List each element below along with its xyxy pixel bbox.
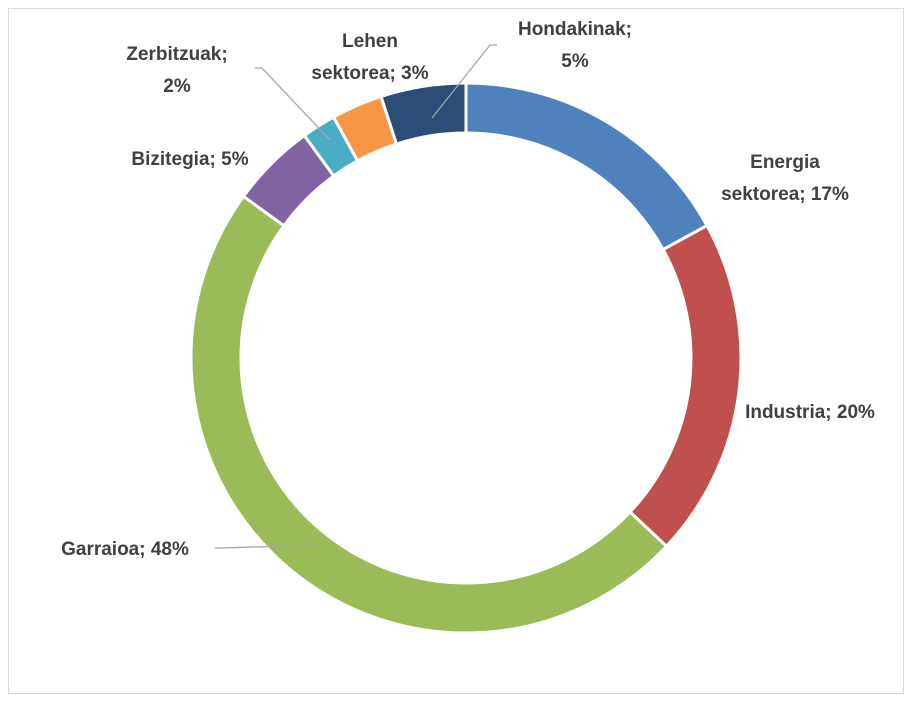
data-label: 5% [561, 51, 589, 72]
leader-line [255, 67, 331, 141]
data-label: Zerbitzuak; [126, 44, 227, 65]
data-label: Lehen [342, 31, 398, 52]
data-label: Industria; 20% [745, 402, 875, 423]
data-label: Garraioa; 48% [61, 539, 189, 560]
donut-slice [379, 81, 468, 146]
data-label: Energia [750, 152, 820, 173]
data-label: 2% [163, 76, 191, 97]
data-label: sektorea; 3% [311, 63, 428, 84]
leader-line [215, 544, 316, 549]
donut-slice [189, 194, 669, 635]
leader-line [431, 44, 497, 119]
data-label: Bizitegia; 5% [131, 149, 248, 170]
data-label: sektorea; 17% [721, 184, 849, 205]
data-label: Hondakinak; [518, 19, 632, 40]
